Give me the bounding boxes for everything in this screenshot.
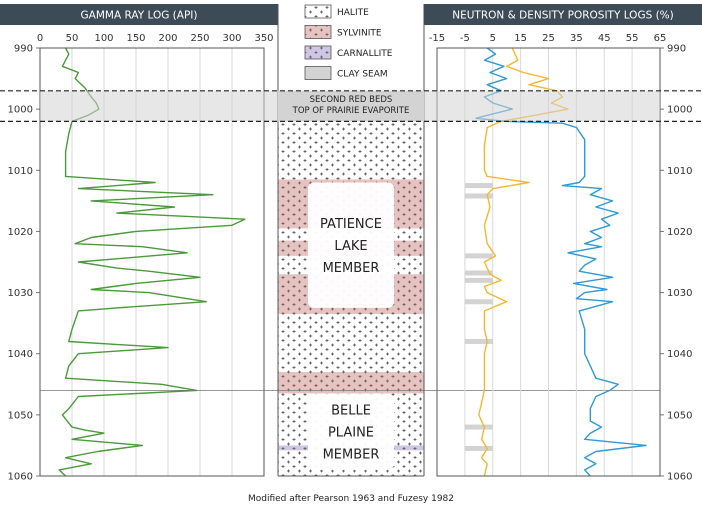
member-name-line: MEMBER — [323, 448, 380, 463]
member-label-box — [308, 182, 394, 308]
porosity-clay-seam-bar — [464, 424, 493, 430]
legend-label-sylvinite: SYLVINITE — [337, 29, 382, 39]
porosity-x-tick-label: 55 — [626, 33, 639, 44]
porosity-clay-seam-bar — [464, 270, 493, 276]
gamma-x-tick-label: 250 — [190, 33, 209, 44]
porosity-y-tick-label: 1060 — [667, 472, 692, 483]
gamma-x-tick-label: 100 — [94, 33, 113, 44]
porosity-clay-seam-bar — [464, 193, 493, 199]
figure-caption: Modified after Pearson 1963 and Fuzesy 1… — [247, 494, 455, 504]
porosity-x-tick-label: 25 — [542, 33, 555, 44]
gamma-y-tick-label: 1040 — [8, 349, 33, 360]
porosity-clay-seam-bar — [464, 183, 493, 189]
porosity-clay-seam-bar — [464, 277, 493, 283]
gamma-x-tick-label: 300 — [222, 33, 241, 44]
gamma-title: GAMMA RAY LOG (API) — [81, 10, 198, 22]
member-name-line: PLAINE — [328, 426, 374, 441]
lithology-column: PATIENCE LAKE MEMBER BELLE PLAINE MEMBER HALIT… — [40, 4, 660, 477]
porosity-y-tick-label: 1050 — [667, 410, 692, 421]
gamma-y-tick-label: 1010 — [8, 166, 33, 177]
member-name-line: PATIENCE — [320, 217, 382, 232]
legend-swatch-sylvinite — [304, 25, 332, 39]
gamma-x-tick-label: 350 — [254, 33, 273, 44]
porosity-clay-seam-bar — [464, 253, 493, 259]
porosity-x-tick-label: -5 — [460, 33, 470, 44]
porosity-y-tick-label: 1000 — [667, 105, 692, 116]
boundary-label-line: TOP OF PRAIRIE EVAPORITE — [292, 106, 410, 116]
legend-label-clay: CLAY SEAM — [337, 70, 388, 80]
gamma-ray-panel: GAMMA RAY LOG (API) 0 50 100 150 200 250 300 350… — [0, 4, 278, 483]
gamma-x-tick-label: 50 — [66, 33, 79, 44]
porosity-y-tick-label: 1010 — [667, 166, 692, 177]
porosity-clay-seam-bar — [464, 445, 493, 451]
gamma-x-tick-label: 0 — [37, 33, 43, 44]
gamma-header-bar — [0, 4, 278, 25]
porosity-clay-seam-bar — [464, 338, 493, 344]
porosity-x-tick-label: -15 — [429, 33, 445, 44]
gamma-y-tick-label: 1000 — [8, 105, 33, 116]
boundary-label-line: SECOND RED BEDS — [310, 95, 393, 105]
gamma-y-tick-label: 1050 — [8, 410, 33, 421]
porosity-plot-frame — [436, 47, 661, 477]
gamma-y-tick-label: 1060 — [8, 472, 33, 483]
porosity-y-tick-label: 1030 — [667, 288, 692, 299]
porosity-header-bar — [424, 4, 702, 25]
member-label-box — [308, 393, 394, 470]
porosity-x-tick-label: 35 — [570, 33, 583, 44]
sylvinite-layer — [278, 372, 424, 394]
gamma-y-tick-label: 1020 — [8, 227, 33, 238]
porosity-title: NEUTRON & DENSITY POROSITY LOGS (%) — [452, 10, 674, 22]
member-name-line: BELLE — [331, 404, 371, 419]
porosity-y-tick-label: 1040 — [667, 349, 692, 360]
porosity-clay-seam-bar — [464, 299, 493, 305]
gamma-x-tick-label: 200 — [158, 33, 177, 44]
porosity-y-tick-label: 1020 — [667, 227, 692, 238]
legend-swatch-clay — [304, 66, 332, 80]
porosity-x-tick-label: 45 — [598, 33, 611, 44]
porosity-x-tick-label: 65 — [654, 33, 667, 44]
gamma-x-tick-label: 150 — [126, 33, 145, 44]
clay-band-center-fill — [278, 90, 424, 122]
gamma-plot-frame — [39, 47, 265, 477]
legend-swatch-halite — [304, 4, 332, 19]
porosity-x-tick-label: 15 — [514, 33, 527, 44]
member-name-line: MEMBER — [323, 261, 380, 276]
legend-swatch-carnallite — [304, 45, 332, 60]
gamma-y-tick-label: 990 — [14, 44, 33, 55]
porosity-x-tick-label: 5 — [490, 33, 496, 44]
legend-label-halite: HALITE — [337, 8, 369, 18]
member-name-line: LAKE — [334, 239, 367, 254]
porosity-y-tick-label: 990 — [667, 44, 686, 55]
gamma-y-tick-label: 1030 — [8, 288, 33, 299]
porosity-panel: NEUTRON & DENSITY POROSITY LOGS (%) -15 -5… — [424, 4, 702, 483]
legend-label-carnallite: CARNALLITE — [337, 49, 393, 59]
